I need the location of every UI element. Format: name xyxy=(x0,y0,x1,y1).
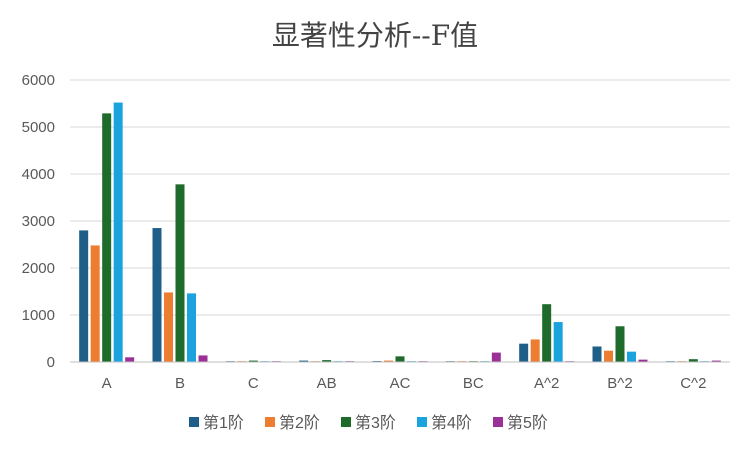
bar-C^2-第3阶 xyxy=(688,359,698,362)
x-tick-label: AB xyxy=(317,375,337,392)
bar-A-第4阶 xyxy=(113,102,123,362)
x-tick-label: B^2 xyxy=(607,375,632,392)
gridlines xyxy=(70,79,730,316)
x-tick-label: C^2 xyxy=(680,375,706,392)
bar-BC-第5阶 xyxy=(491,352,501,362)
bar-AC-第2阶 xyxy=(384,360,393,362)
legend-swatch xyxy=(189,417,199,427)
bar-AC-第3阶 xyxy=(395,356,405,362)
bar-A^2-第1阶 xyxy=(519,343,529,362)
x-tick-label: AC xyxy=(390,375,411,392)
x-tick-label: A^2 xyxy=(534,375,559,392)
x-tick-label: BC xyxy=(463,375,484,392)
x-tick-label: B xyxy=(175,375,185,392)
x-tick-label: C xyxy=(248,375,259,392)
y-tick-label: 6000 xyxy=(22,72,55,89)
bar-B^2-第1阶 xyxy=(592,346,602,362)
legend-label: 第4阶 xyxy=(431,414,472,432)
x-tick-label: A xyxy=(102,375,112,392)
bar-C^2-第5阶 xyxy=(711,360,721,362)
y-tick-label: 2000 xyxy=(22,260,55,277)
bar-A-第2阶 xyxy=(90,245,100,362)
bars xyxy=(79,102,721,363)
legend-label: 第1阶 xyxy=(203,414,244,432)
y-tick-label: 4000 xyxy=(22,166,55,183)
bar-B-第1阶 xyxy=(152,228,162,362)
y-tick-label: 1000 xyxy=(22,307,55,324)
legend-label: 第5阶 xyxy=(507,414,548,432)
legend-label: 第2阶 xyxy=(279,414,320,432)
bar-B-第3阶 xyxy=(175,184,185,362)
bar-A^2-第3阶 xyxy=(542,304,552,362)
bar-A-第3阶 xyxy=(102,113,112,363)
legend: 第1阶 第2阶 第3阶 第4阶 第5阶 xyxy=(189,414,548,432)
bar-AB-第1阶 xyxy=(299,360,309,362)
y-tick-label: 5000 xyxy=(22,119,55,136)
y-tick-label: 3000 xyxy=(22,213,55,230)
bar-A-第1阶 xyxy=(79,230,89,362)
legend-swatch xyxy=(265,417,275,427)
bar-B-第4阶 xyxy=(187,293,196,362)
bar-B-第5阶 xyxy=(198,355,208,362)
bar-B^2-第5阶 xyxy=(638,359,648,362)
bar-B^2-第2阶 xyxy=(604,350,613,362)
bar-A^2-第2阶 xyxy=(530,339,540,362)
legend-swatch xyxy=(493,417,503,427)
legend-swatch xyxy=(417,417,427,427)
bar-B-第2阶 xyxy=(164,292,173,362)
bar-C-第3阶 xyxy=(248,360,258,362)
bar-AB-第3阶 xyxy=(322,360,332,362)
bar-B^2-第3阶 xyxy=(615,326,625,362)
chart-title: 显著性分析--F值 xyxy=(272,19,478,52)
legend-swatch xyxy=(341,417,351,427)
bar-B^2-第4阶 xyxy=(627,351,636,362)
bar-A^2-第4阶 xyxy=(553,322,563,362)
bar-A-第5阶 xyxy=(125,357,135,362)
legend-label: 第3阶 xyxy=(355,414,396,432)
y-tick-label: 0 xyxy=(47,354,55,371)
